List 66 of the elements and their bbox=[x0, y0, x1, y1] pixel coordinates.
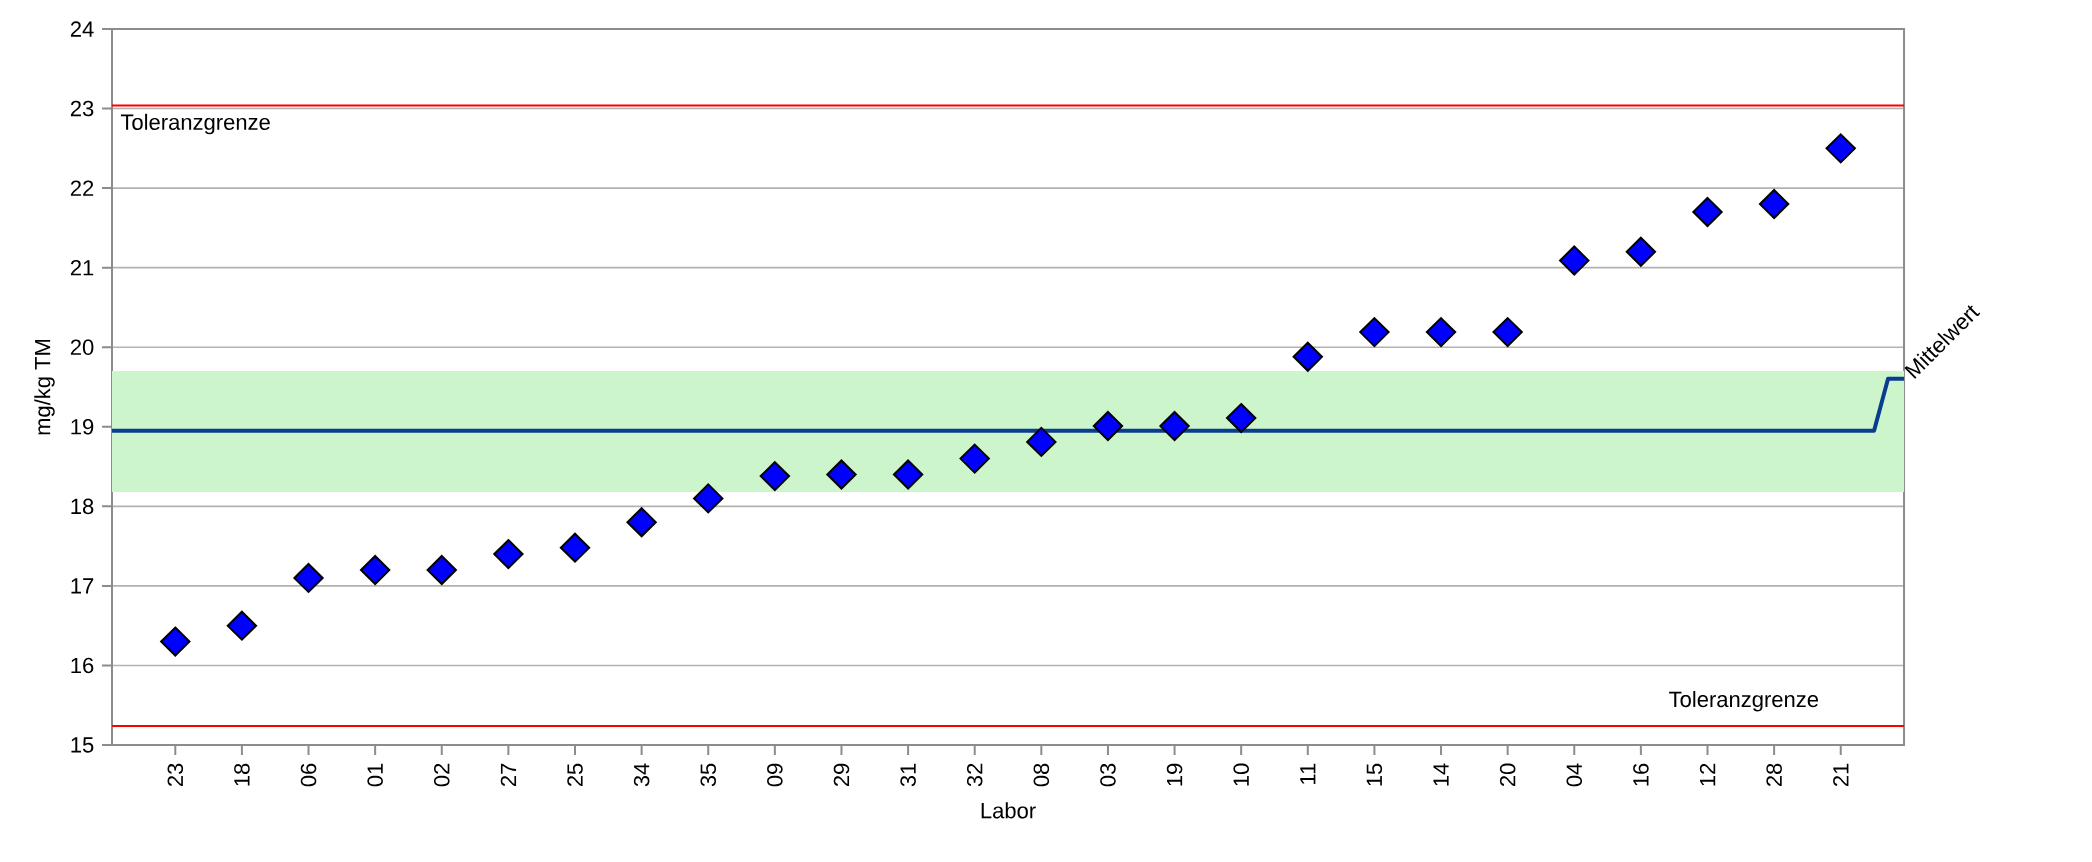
point bbox=[426, 554, 457, 585]
point bbox=[959, 443, 990, 474]
x-tick-label: 29 bbox=[833, 763, 850, 787]
point bbox=[226, 610, 258, 641]
x-tick-label: 27 bbox=[500, 763, 517, 787]
point bbox=[826, 459, 857, 490]
point bbox=[1425, 317, 1457, 348]
y-tick-label: 15 bbox=[71, 737, 94, 753]
x-tick-label: 08 bbox=[1033, 763, 1050, 787]
point bbox=[626, 507, 657, 538]
point bbox=[1159, 410, 1190, 441]
x-tick-label: 34 bbox=[633, 763, 650, 787]
y-tick-label: 23 bbox=[70, 100, 94, 117]
point bbox=[759, 461, 791, 492]
x-tick-label: 35 bbox=[700, 763, 717, 787]
x-tick-label: 20 bbox=[1499, 763, 1516, 787]
point bbox=[160, 626, 191, 657]
y-tick-label: 22 bbox=[70, 180, 94, 196]
ref-line-label: Toleranzgrenze bbox=[1669, 691, 1819, 712]
x-tick-label: 06 bbox=[300, 763, 317, 787]
x-tick-label: 01 bbox=[367, 763, 383, 787]
x-tick-label: 28 bbox=[1766, 763, 1782, 787]
point bbox=[1092, 410, 1124, 441]
point bbox=[1226, 403, 1257, 434]
point bbox=[559, 532, 591, 563]
x-tick-label: 12 bbox=[1699, 763, 1716, 786]
x-tick-label: 32 bbox=[966, 763, 983, 787]
point bbox=[892, 459, 924, 490]
point bbox=[1625, 236, 1657, 267]
x-tick-label: 19 bbox=[1166, 763, 1183, 786]
y-axis-title: mg/kg TM bbox=[34, 339, 55, 435]
point bbox=[293, 562, 324, 593]
y-tick-label: 18 bbox=[71, 498, 94, 515]
y-tick-label: 17 bbox=[71, 578, 94, 594]
point bbox=[1692, 196, 1723, 227]
x-tick-label: 15 bbox=[1366, 763, 1383, 786]
y-tick-label: 20 bbox=[70, 339, 94, 356]
x-tick-label: 21 bbox=[1833, 763, 1849, 787]
x-tick-label: 31 bbox=[900, 763, 916, 787]
point bbox=[693, 483, 724, 514]
x-tick-label: 02 bbox=[434, 763, 450, 787]
y-tick-label: 19 bbox=[71, 419, 94, 435]
point bbox=[1359, 317, 1390, 348]
point bbox=[1758, 189, 1790, 220]
point bbox=[1492, 317, 1523, 348]
point bbox=[493, 539, 524, 570]
x-tick-label: 10 bbox=[1233, 763, 1249, 786]
x-tick-label: 25 bbox=[567, 763, 583, 787]
y-tick-label: 24 bbox=[70, 21, 94, 37]
x-axis-title: Labor bbox=[981, 802, 1036, 819]
y-tick-label: 16 bbox=[71, 657, 94, 674]
x-tick-label: 03 bbox=[1100, 763, 1116, 787]
ref-line-label: Toleranzgrenze bbox=[120, 113, 270, 135]
point bbox=[1825, 133, 1856, 164]
x-tick-label: 09 bbox=[767, 763, 783, 787]
x-tick-label: 04 bbox=[1566, 763, 1583, 787]
x-tick-label: 14 bbox=[1433, 763, 1449, 786]
x-tick-label: 18 bbox=[234, 763, 250, 786]
y-tick-label: 21 bbox=[70, 260, 94, 276]
point bbox=[1026, 426, 1057, 457]
x-tick-label: 23 bbox=[167, 763, 184, 787]
point bbox=[1559, 245, 1590, 276]
x-tick-label: 16 bbox=[1633, 763, 1649, 786]
x-tick-label: 11 bbox=[1300, 763, 1316, 784]
point bbox=[1292, 341, 1323, 372]
point bbox=[359, 554, 391, 585]
